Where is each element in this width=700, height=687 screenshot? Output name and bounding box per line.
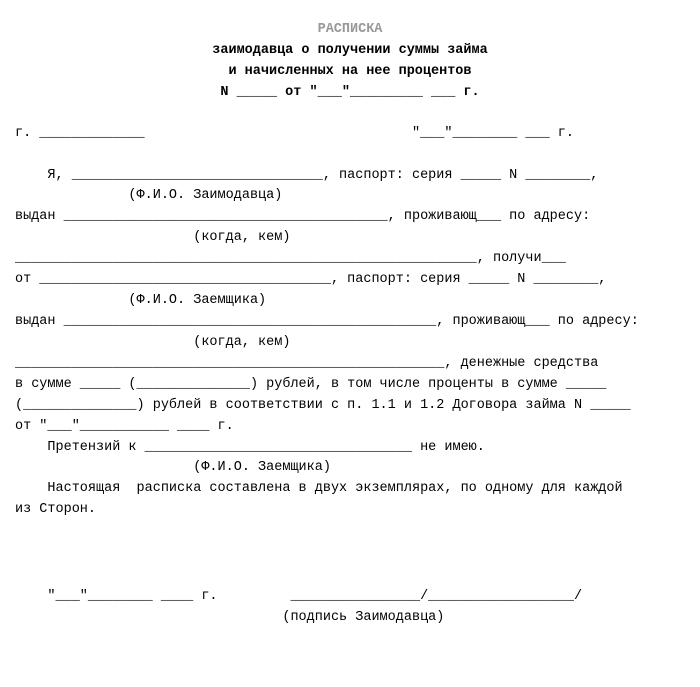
header-city-date: г. _____________ "___"________ ___ г. [15,124,685,145]
body-line-1: Я, _______________________________, пасп… [15,168,598,183]
body-line-7-caption: (Ф.И.О. Заемщика) [15,293,266,308]
body-line-5: ________________________________________… [15,251,566,266]
signature-line: "___"________ ____ г. ________________/_… [15,589,582,604]
body-line-4-caption: (когда, кем) [15,230,290,245]
body-line-15-caption: (Ф.И.О. Заемщика) [15,460,331,475]
body-line-14: Претензий к ____________________________… [15,440,485,455]
body-line-12: (______________) рублей в соответствии с… [15,398,631,413]
body-line-16: Настоящая расписка составлена в двух экз… [15,481,623,496]
document-title-block: РАСПИСКА заимодавца о получении суммы за… [15,20,685,104]
body-line-11: в сумме _____ (______________) рублей, в… [15,377,606,392]
signature-block: "___"________ ____ г. ________________/_… [15,566,685,629]
signature-caption: (подпись Заимодавца) [15,610,444,625]
body-line-9-caption: (когда, кем) [15,335,290,350]
body-line-8: выдан __________________________________… [15,314,639,329]
document-body: Я, _______________________________, пасп… [15,145,685,522]
title-number-line: N _____ от "___"_________ ___ г. [15,83,685,104]
body-line-10: ________________________________________… [15,356,598,371]
title-main: РАСПИСКА [15,20,685,41]
body-line-2-caption: (Ф.И.О. Заимодавца) [15,188,282,203]
body-line-6: от ____________________________________,… [15,272,606,287]
title-sub-1: заимодавца о получении суммы займа [15,41,685,62]
body-line-17: из Сторон. [15,502,96,517]
body-line-3: выдан __________________________________… [15,209,590,224]
body-line-13: от "___"___________ ____ г. [15,419,234,434]
title-sub-2: и начисленных на нее процентов [15,62,685,83]
